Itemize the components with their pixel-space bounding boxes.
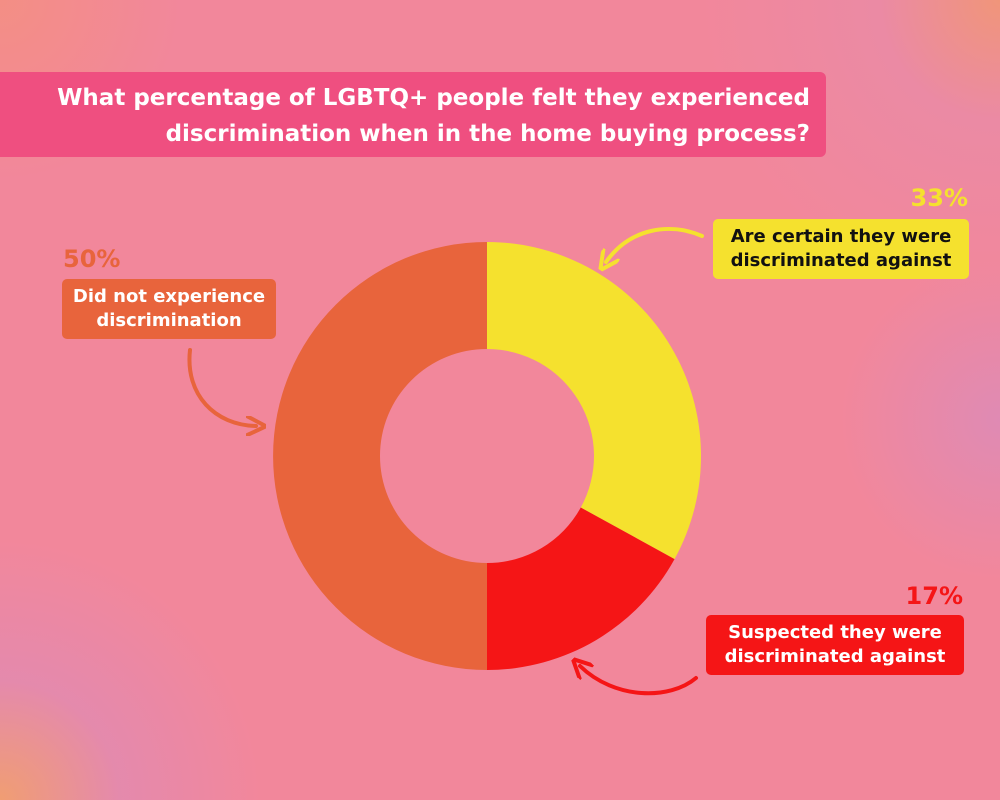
chart-title: What percentage of LGBTQ+ people felt th… [0, 72, 826, 157]
category-label: Are certain they were discriminated agai… [713, 219, 969, 279]
arrow [606, 227, 704, 262]
donut-slice [487, 507, 675, 670]
donut-slice [273, 242, 487, 670]
value-label: 33% [910, 184, 968, 212]
arrow [187, 348, 256, 426]
value-label: 50% [63, 245, 121, 273]
category-label: Did not experience discrimination [62, 279, 276, 339]
category-label: Suspected they were discriminated agains… [706, 615, 964, 675]
donut [273, 242, 701, 670]
arrow [580, 666, 698, 696]
value-label: 17% [905, 582, 963, 610]
donut-slice [487, 242, 701, 560]
